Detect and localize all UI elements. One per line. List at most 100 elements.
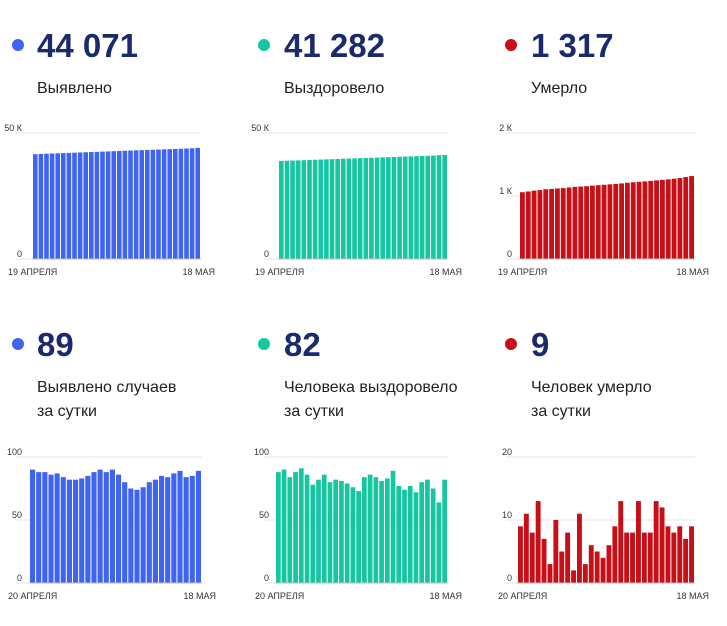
x-start-label: 20 АПРЕЛЯ: [8, 591, 57, 601]
bar: [367, 474, 373, 583]
bar: [85, 475, 91, 583]
bar: [436, 155, 442, 259]
bar: [167, 149, 172, 259]
bar: [547, 564, 553, 583]
bar: [618, 501, 624, 583]
label: Выздоровело: [284, 80, 385, 97]
value-big: 1 317: [531, 27, 614, 64]
bar: [344, 483, 350, 583]
legend-dot: [258, 39, 270, 51]
bar: [339, 480, 344, 583]
bar: [36, 472, 42, 583]
x-end-label: 18 МАЯ: [676, 267, 709, 277]
bar: [641, 532, 647, 583]
bar: [565, 532, 571, 583]
bar: [61, 153, 66, 259]
bar: [284, 160, 290, 259]
y-tick-label: 0: [264, 573, 269, 583]
bar: [442, 479, 447, 583]
bar: [293, 472, 298, 583]
bar: [525, 191, 531, 259]
bar: [531, 190, 537, 259]
bar: [659, 507, 665, 583]
bar: [295, 160, 301, 259]
bar: [287, 477, 293, 583]
bar: [391, 156, 397, 259]
bar: [177, 470, 183, 583]
bar: [346, 158, 352, 259]
bar: [578, 186, 584, 259]
bar: [541, 538, 547, 583]
y-tick-label: 0: [17, 573, 22, 583]
bar: [373, 477, 379, 583]
bar: [607, 184, 613, 259]
bar: [402, 489, 407, 583]
bar: [380, 157, 386, 259]
bar: [66, 479, 72, 583]
bar: [178, 148, 184, 259]
bar: [642, 181, 648, 259]
bar: [537, 190, 543, 259]
bar: [431, 155, 436, 259]
x-end-label: 18 МАЯ: [182, 267, 215, 277]
bar: [33, 154, 38, 259]
bar: [189, 148, 195, 259]
y-tick-label: 0: [507, 573, 512, 583]
bar: [601, 184, 607, 259]
bar: [636, 501, 641, 583]
bar: [97, 469, 103, 583]
bar: [276, 472, 281, 583]
bar: [44, 153, 49, 259]
chart-recovered-daily: 100 50 0 20 АПРЕЛЯ 18 МАЯ: [254, 447, 462, 601]
bar: [133, 150, 139, 259]
legend-dot: [258, 338, 270, 350]
legend-dot: [12, 39, 24, 51]
bar: [630, 182, 636, 259]
bar: [683, 177, 689, 259]
bar: [419, 155, 425, 259]
bar: [677, 526, 683, 583]
bar: [140, 487, 146, 583]
bar: [520, 192, 525, 259]
bar: [397, 156, 402, 259]
bar: [442, 154, 447, 259]
bar: [600, 557, 606, 583]
bar: [89, 152, 94, 259]
bar: [374, 157, 380, 259]
bar: [139, 150, 144, 259]
bar: [582, 564, 588, 583]
bar: [352, 158, 357, 259]
bar: [590, 185, 595, 259]
bar: [310, 484, 316, 583]
value-big: 44 071: [37, 27, 138, 64]
value-big: 41 282: [284, 27, 385, 64]
bar: [555, 188, 560, 259]
bar: [647, 532, 653, 583]
bar: [116, 474, 122, 583]
bar: [134, 489, 140, 583]
x-start-label: 20 АПРЕЛЯ: [498, 591, 547, 601]
bar: [356, 491, 361, 583]
chart-deaths-total: 2 К 1 К 0 19 АПРЕЛЯ 18 МАЯ: [498, 123, 709, 277]
value-big: 89: [37, 326, 74, 363]
bar: [407, 485, 413, 583]
label-line2: за сутки: [284, 403, 344, 420]
bar: [128, 488, 134, 583]
y-tick-label: 10: [502, 510, 512, 520]
bar: [566, 187, 572, 259]
bar: [307, 159, 312, 259]
bar: [665, 179, 671, 259]
bar: [38, 153, 44, 259]
bar: [625, 182, 630, 259]
bar: [49, 153, 55, 259]
bar: [54, 473, 60, 583]
bar: [379, 480, 384, 583]
bar: [518, 526, 523, 583]
bar: [384, 478, 390, 583]
bar: [350, 487, 356, 583]
bar: [189, 475, 195, 583]
bar: [584, 186, 589, 259]
bar: [683, 538, 689, 583]
bar: [184, 148, 189, 259]
y-tick-label: 50 К: [4, 123, 23, 133]
